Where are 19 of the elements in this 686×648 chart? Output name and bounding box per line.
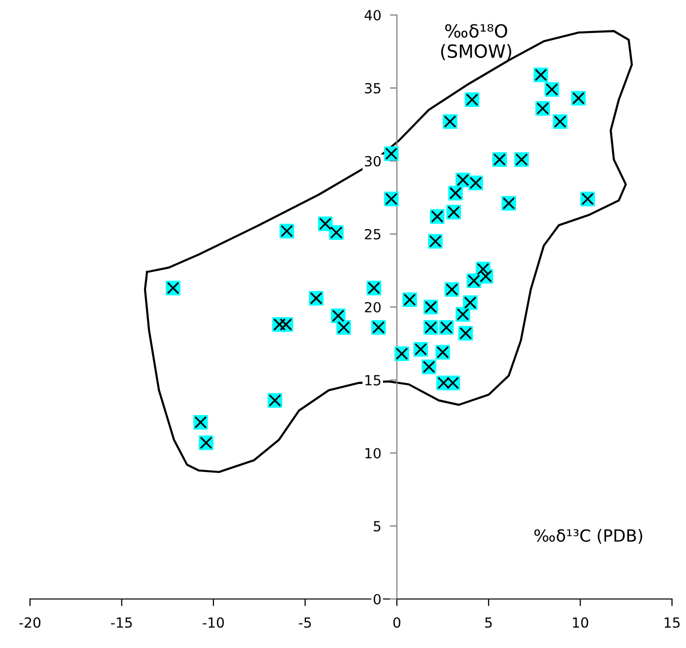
x-tick-label: -15 — [111, 617, 132, 628]
y-tick-label: 10 — [365, 448, 381, 458]
y-tick-label: 5 — [374, 521, 380, 532]
y-tick-label: 20 — [364, 302, 381, 312]
x-axis-title: ‰δ¹³C (PDB) — [534, 528, 642, 544]
y-tick-label: 0 — [374, 594, 381, 604]
x-tick-label: 15 — [664, 617, 680, 628]
x-tick-label: -10 — [202, 617, 224, 628]
y-axis-title: ‰δ¹⁸O (SMOW) — [441, 24, 512, 60]
y-tick-label: 15 — [365, 375, 380, 386]
y-tick-label: 35 — [364, 82, 380, 94]
x-tick-label: -20 — [19, 617, 40, 628]
x-tick-label: 0 — [393, 617, 400, 628]
y-tick-label: 40 — [364, 10, 381, 20]
x-tick-label: 10 — [572, 617, 588, 628]
x-tick-label: 5 — [485, 617, 492, 628]
x-tick-label: -5 — [298, 617, 311, 628]
y-tick-label: 30 — [364, 156, 381, 166]
y-tick-label: 25 — [364, 228, 380, 240]
